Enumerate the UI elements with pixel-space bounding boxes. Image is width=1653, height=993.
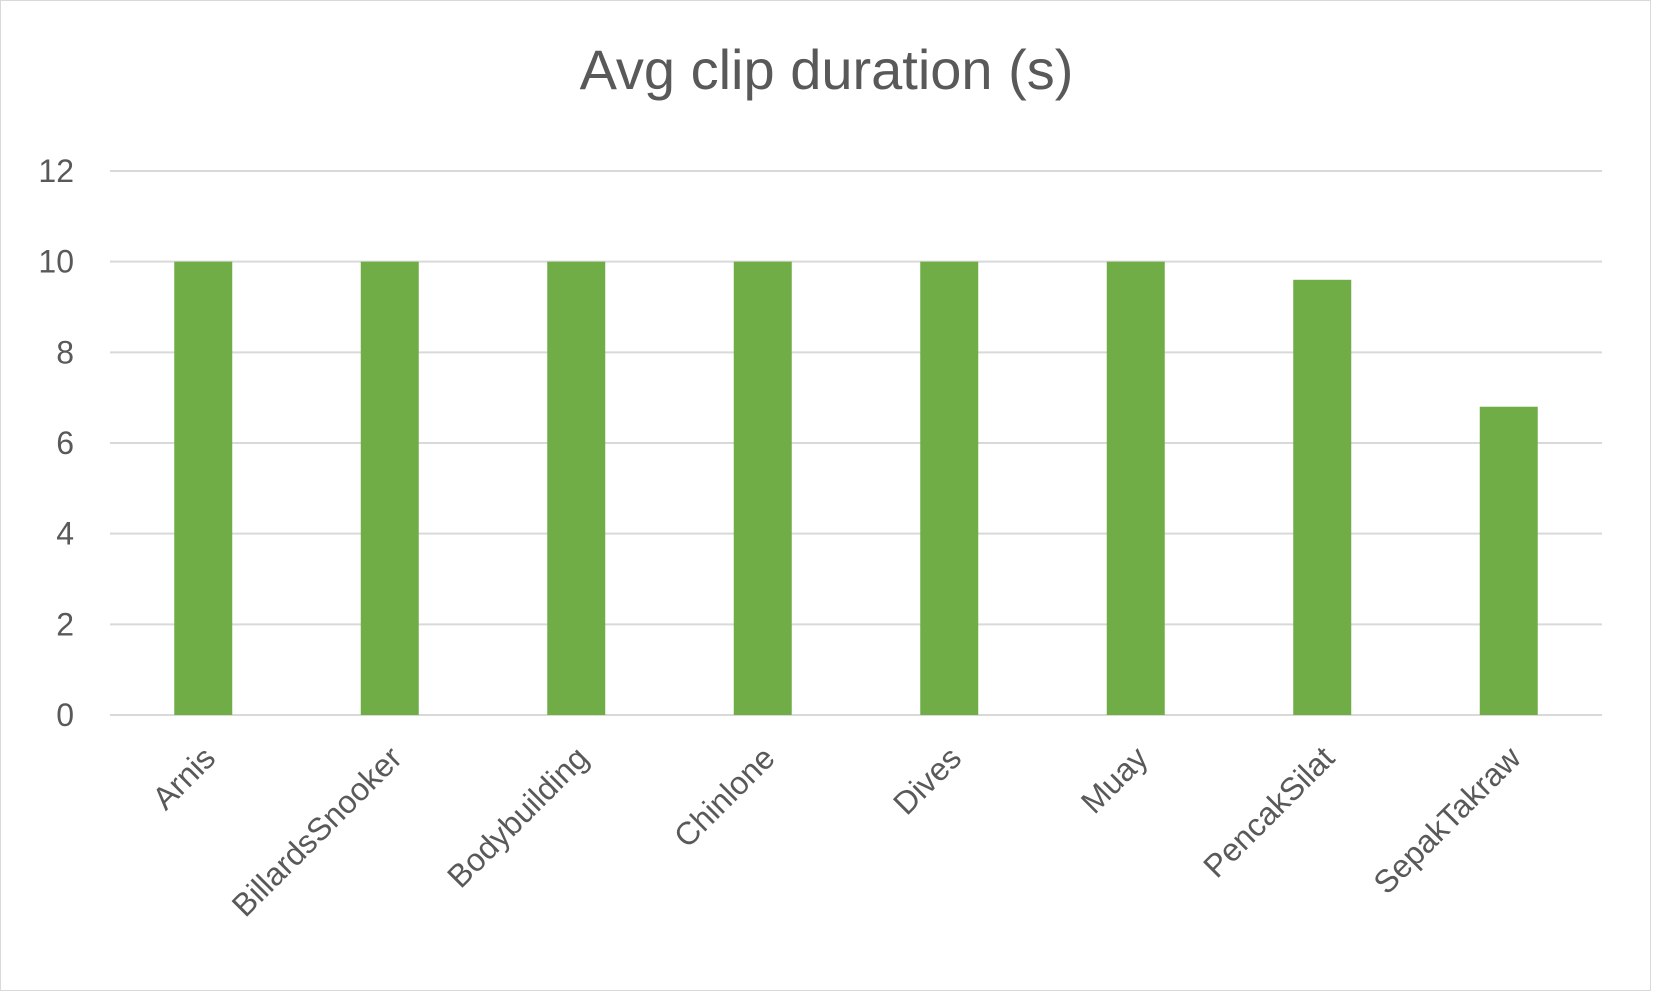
- bar-PencakSilat: [1293, 279, 1352, 715]
- bars: [174, 261, 1538, 715]
- bar-Bodybuilding: [547, 261, 606, 715]
- y-axis-tick-labels: 0 2 4 6 8 10 12: [38, 153, 74, 733]
- x-category-label: Bodybuilding: [440, 739, 595, 894]
- y-tick-label: 10: [38, 244, 74, 280]
- y-tick-label: 4: [56, 516, 74, 552]
- bar-Chinlone: [733, 261, 792, 715]
- bar-SepakTakraw: [1479, 406, 1538, 715]
- y-tick-label: 6: [56, 425, 74, 461]
- bar-Arnis: [174, 261, 233, 715]
- y-tick-label: 12: [38, 153, 74, 189]
- x-category-label: Arnis: [145, 739, 222, 816]
- x-category-label: SepakTakraw: [1366, 739, 1528, 901]
- y-tick-label: 0: [56, 697, 74, 733]
- x-axis-category-labels: Arnis BillardsSnooker Bodybuilding Chinlone…: [145, 739, 1528, 924]
- x-category-label: Muay: [1074, 739, 1155, 820]
- x-category-label: Dives: [886, 739, 968, 821]
- chart-title: Avg clip duration (s): [579, 38, 1074, 101]
- y-tick-label: 8: [56, 334, 74, 370]
- bar-Muay: [1106, 261, 1165, 715]
- y-tick-label: 2: [56, 606, 74, 642]
- x-category-label: BillardsSnooker: [225, 739, 409, 923]
- x-category-label: Chinlone: [667, 739, 782, 854]
- bar-Dives: [920, 261, 979, 715]
- x-category-label: PencakSilat: [1196, 739, 1341, 884]
- bar-BillardsSnooker: [360, 261, 419, 715]
- gridlines: [110, 170, 1602, 716]
